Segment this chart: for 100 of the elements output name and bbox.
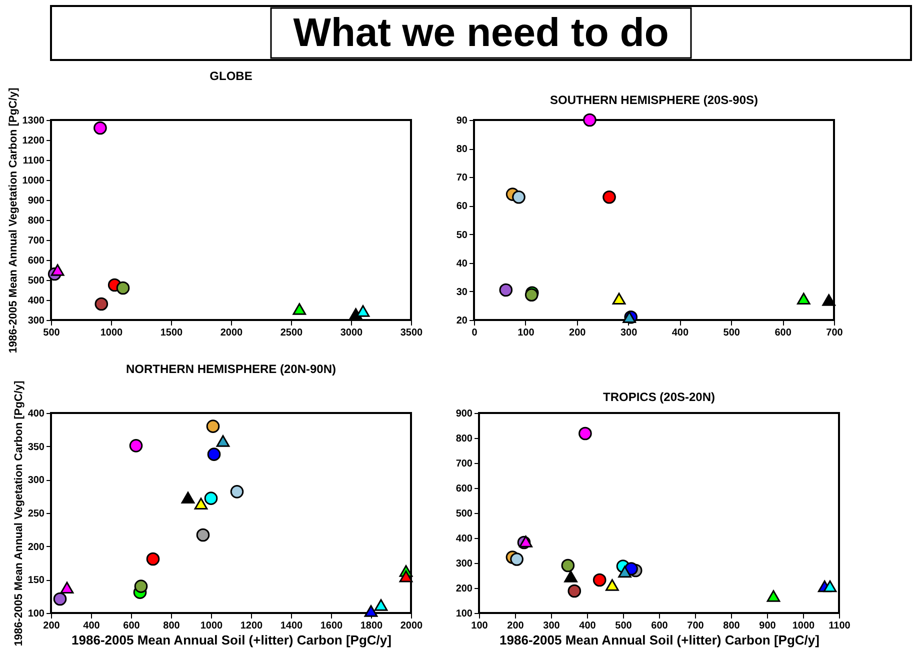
point [116,281,130,295]
point [564,570,578,582]
x-axis-title: 1986-2005 Mean Annual Soil (+litter) Carbon [PgC/y] [500,632,820,648]
point [602,190,616,204]
point [510,552,524,566]
chart-title: GLOBE [210,69,252,84]
x-tick-label: 500 [723,328,740,338]
x-tick-label: 1000 [100,328,124,338]
y-tick-label: 500 [456,508,473,520]
y-tick-label: 100 [28,608,45,620]
x-axis-title: 1986-2005 Mean Annual Soil (+litter) Carbon [PgC/y] [72,632,392,648]
point [216,435,230,447]
point [606,579,619,591]
text: What we need to do [293,11,669,55]
chart-title: SOUTHERN HEMISPHERE (20S-90S) [550,93,758,108]
x-tick-label: 2500 [280,328,304,338]
y-tick-label: 500 [28,276,45,286]
x-tick-label: 1600 [320,620,344,632]
point [561,558,575,572]
x-tick-label: 400 [83,620,100,632]
x-tick-label: 3000 [340,328,364,338]
y-tick-label: 30 [456,286,468,298]
y-tick-label: 1000 [22,176,45,186]
point [618,566,632,578]
x-tick-label: 800 [163,620,180,632]
x-tick-label: 200 [569,328,586,338]
x-tick-label: 600 [774,328,792,338]
point [194,498,208,510]
point [583,113,596,127]
x-tick-label: 700 [826,328,844,338]
point [230,485,244,498]
y-tick-label: 150 [28,575,45,586]
x-tick-label: 900 [759,620,776,632]
x-tick-label: 3500 [400,328,424,338]
y-tick-label: 1100 [22,156,45,166]
y-tick-label: 80 [456,144,468,156]
y-tick-label: 60 [456,201,468,212]
x-tick-label: 1200 [240,620,264,632]
point [612,292,626,304]
x-tick-label: 0 [472,328,478,338]
x-tick-label: 1100 [828,620,851,632]
y-tick-label: 200 [28,542,45,553]
x-tick-label: 100 [518,328,535,338]
y-tick-label: 200 [456,584,473,594]
x-tick-label: 1800 [360,620,384,632]
y-tick-label: 700 [456,458,473,470]
x-tick-label: 800 [723,620,740,632]
y-tick-label: 250 [28,508,45,520]
y-tick-label: 600 [28,256,45,266]
chart-title: TROPICS (20S-20N) [602,390,716,404]
x-tick-label: 500 [43,328,60,338]
y-tick-label: 90 [456,116,468,126]
x-tick-label: 2000 [220,328,244,338]
chart-title: NORTHERN HEMISPHERE (20N-90N) [126,362,336,376]
y-tick-label: 20 [456,316,468,326]
y-tick-label: 350 [28,442,45,453]
y-tick-label: 700 [28,236,45,246]
y-tick-label: 1200 [22,136,45,146]
point [196,528,210,542]
point [181,492,195,504]
y-tick-label: 400 [28,408,45,420]
y-axis-title: 1986-2005 Mean Annual Vegetation Carbon [PgC/y] [7,87,20,354]
x-tick-label: 200 [43,620,60,632]
point [134,580,148,593]
point [356,305,370,317]
y-tick-label: 400 [28,296,45,306]
point [568,584,582,598]
x-tick-label: 1000 [200,620,224,632]
x-tick-label: 400 [579,620,596,632]
x-tick-label: 600 [651,620,668,632]
point [94,297,108,311]
x-tick-label: 700 [687,620,704,632]
point [499,283,513,297]
point [53,592,67,606]
y-tick-label: 100 [456,608,473,620]
y-tick-label: 40 [456,258,468,270]
y-tick-label: 800 [456,434,473,444]
y-tick-label: 300 [456,558,473,570]
y-tick-label: 800 [28,216,45,226]
y-tick-label: 900 [28,196,45,206]
x-tick-label: 1500 [160,328,184,338]
y-tick-label: 70 [456,172,468,184]
x-tick-label: 200 [507,620,524,632]
x-tick-label: 300 [620,328,638,338]
point [592,573,606,587]
y-tick-label: 1300 [22,116,45,126]
x-tick-label: 400 [672,328,689,338]
y-tick-label: 300 [28,316,45,326]
y-axis-title: 1986-2005 Mean Annual Vegetation Carbon [PgC/y] [12,380,25,646]
y-tick-label: 300 [28,475,45,486]
x-tick-label: 1400 [280,620,304,632]
x-tick-label: 100 [471,620,488,632]
x-tick-label: 500 [615,620,632,632]
point [766,590,780,602]
x-tick-label: 1000 [792,620,816,632]
y-tick-label: 50 [456,230,468,241]
y-tick-label: 400 [456,534,473,544]
point [206,420,220,433]
point [292,303,306,315]
x-tick-label: 600 [123,620,140,632]
